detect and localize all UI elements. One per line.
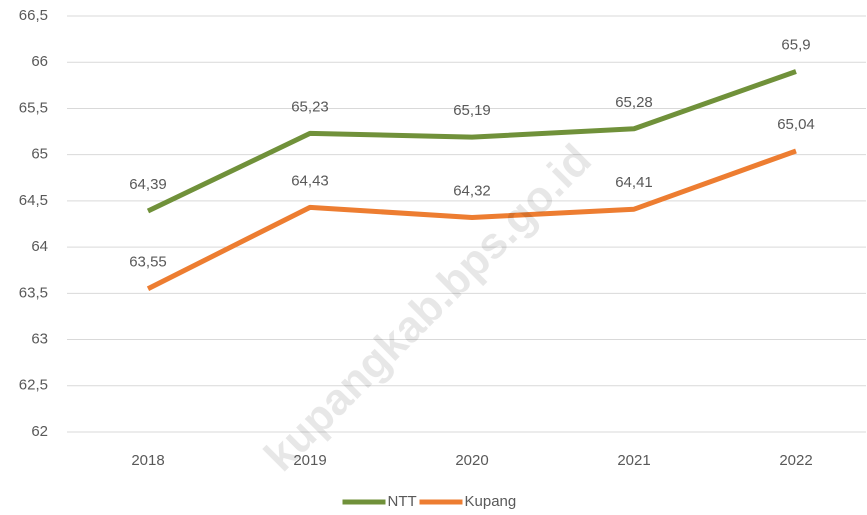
data-label: 65,28 xyxy=(615,94,653,111)
y-tick-label: 62 xyxy=(31,423,48,440)
x-tick-label: 2019 xyxy=(293,452,326,469)
data-label: 64,39 xyxy=(129,176,167,193)
y-tick-label: 62,5 xyxy=(19,377,48,394)
x-tick-label: 2021 xyxy=(617,452,650,469)
series-line xyxy=(146,69,797,214)
x-tick-label: 2022 xyxy=(779,452,812,469)
y-tick-label: 64,5 xyxy=(19,192,48,209)
data-label: 64,41 xyxy=(615,174,653,191)
data-label: 64,32 xyxy=(453,182,491,199)
y-tick-label: 65 xyxy=(31,146,48,163)
legend-label: NTT xyxy=(388,493,417,510)
data-label: 65,19 xyxy=(453,102,491,119)
x-tick-label: 2020 xyxy=(455,452,488,469)
y-tick-label: 65,5 xyxy=(19,99,48,116)
y-tick-label: 64 xyxy=(31,238,48,255)
x-tick-label: 2018 xyxy=(131,452,164,469)
y-tick-label: 63 xyxy=(31,331,48,348)
data-label: 65,04 xyxy=(777,116,815,133)
y-tick-label: 66,5 xyxy=(19,7,48,24)
data-label: 65,9 xyxy=(781,36,810,53)
legend-label: Kupang xyxy=(465,493,517,510)
y-tick-label: 66 xyxy=(31,53,48,70)
data-label: 63,55 xyxy=(129,254,167,271)
series-line xyxy=(146,148,797,291)
data-label: 64,43 xyxy=(291,172,329,189)
data-label: 65,23 xyxy=(291,98,329,115)
y-tick-label: 63,5 xyxy=(19,284,48,301)
